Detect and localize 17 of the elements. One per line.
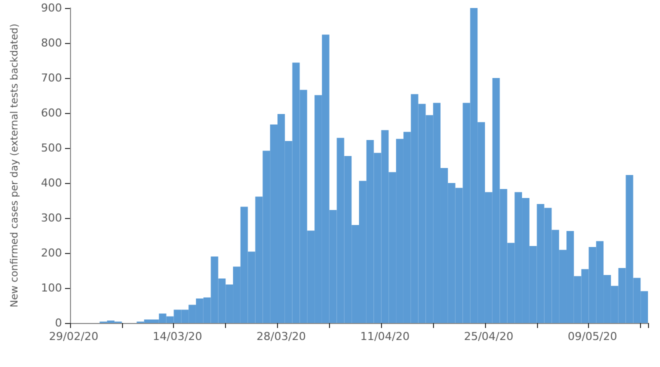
y-tick-label: 200 bbox=[41, 246, 62, 260]
x-tick-label: 11/04/20 bbox=[360, 330, 410, 343]
y-tick-label: 0 bbox=[55, 316, 62, 330]
y-tick-label: 400 bbox=[41, 176, 62, 190]
y-tick-label: 800 bbox=[41, 36, 62, 50]
x-tick-label: 09/05/20 bbox=[568, 330, 618, 343]
y-tick-label: 600 bbox=[41, 106, 62, 120]
y-tick-label: 900 bbox=[41, 2, 62, 14]
x-tick-label: 14/03/20 bbox=[152, 330, 202, 343]
y-axis-title: New confirmed cases per day (external tests backdated) bbox=[10, 24, 20, 308]
y-tick-label: 500 bbox=[41, 142, 62, 154]
y-tick-label: 300 bbox=[41, 212, 62, 224]
x-tick-label: 29/02/20 bbox=[49, 330, 98, 343]
x-tick-label: 25/04/20 bbox=[464, 330, 514, 343]
x-tick-label: 28/03/20 bbox=[256, 330, 306, 343]
y-tick-label: 100 bbox=[41, 282, 62, 294]
y-tick-label: 700 bbox=[41, 72, 62, 84]
